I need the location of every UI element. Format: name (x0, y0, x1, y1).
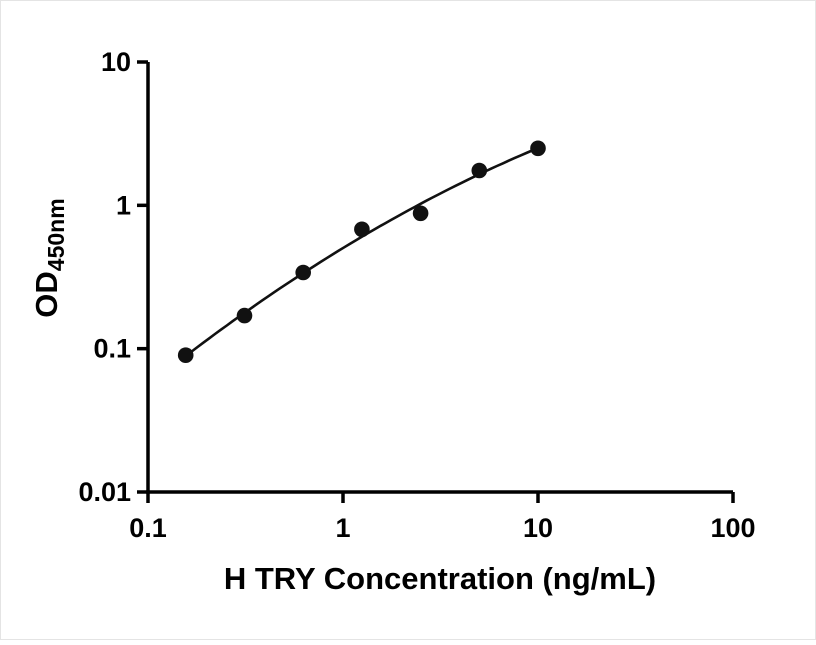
x-tick-label: 0.1 (129, 513, 167, 543)
data-point (412, 205, 429, 222)
y-axis-label-subscript: 450nm (43, 198, 69, 271)
y-axis-label: OD450nm (29, 198, 69, 317)
y-axis-label-main: OD (29, 271, 64, 318)
data-point (295, 264, 312, 281)
fit-curve (184, 146, 539, 358)
x-tick-label: 1 (335, 513, 350, 543)
data-point (471, 162, 488, 179)
x-axis-label: H TRY Concentration (ng/mL) (224, 561, 656, 596)
data-point (236, 307, 253, 324)
y-tick-label: 10 (101, 47, 131, 77)
data-point (177, 347, 194, 364)
y-tick-label: 1 (116, 190, 131, 220)
x-tick-label: 100 (710, 513, 755, 543)
y-tick-label: 0.01 (78, 477, 131, 507)
data-point (354, 221, 370, 238)
y-tick-label: 0.1 (93, 334, 131, 364)
x-tick-label: 10 (523, 513, 553, 543)
data-point (530, 140, 546, 157)
